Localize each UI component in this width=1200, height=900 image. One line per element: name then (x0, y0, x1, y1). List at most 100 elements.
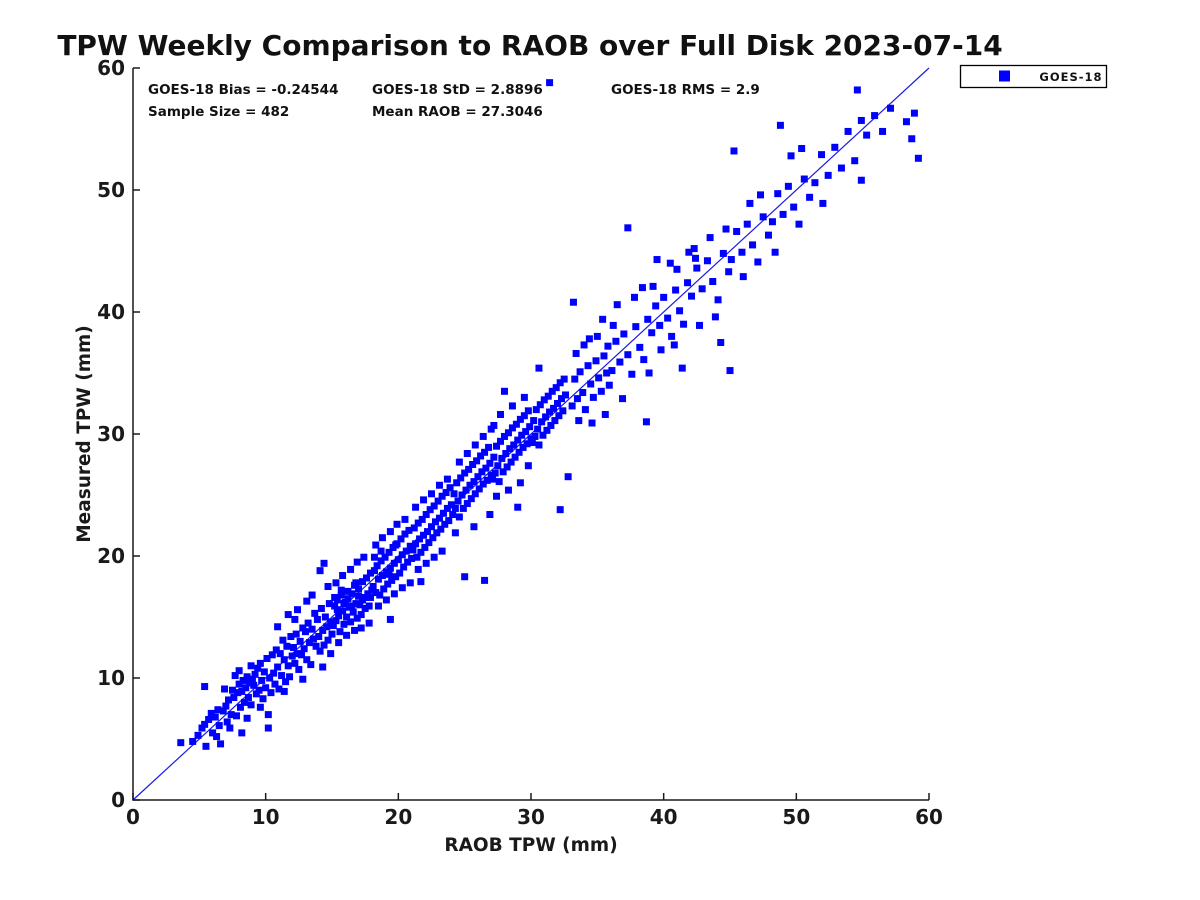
scatter-point (402, 547, 410, 555)
scatter-point (294, 650, 302, 658)
scatter-point (424, 528, 432, 536)
scatter-point (221, 685, 229, 693)
scatter-point (463, 500, 471, 508)
scatter-point (571, 375, 579, 383)
scatter-point (556, 506, 564, 514)
scatter-point (558, 395, 566, 403)
scatter-point (385, 548, 393, 556)
scatter-point (819, 199, 827, 207)
scatter-point (496, 437, 504, 445)
scatter-point (490, 453, 498, 461)
scatter-point (282, 678, 290, 686)
scatter-point (406, 579, 414, 587)
scatter-point (198, 724, 206, 732)
scatter-point (344, 587, 352, 595)
scatter-point (908, 135, 916, 143)
scatter-point (680, 320, 688, 328)
x-tick-label: 10 (252, 805, 280, 829)
scatter-point (297, 651, 305, 659)
scatter-point (235, 667, 243, 675)
scatter-point (524, 462, 532, 470)
scatter-point (386, 528, 394, 536)
scatter-point (516, 479, 524, 487)
scatter-point (910, 109, 918, 117)
scatter-point (638, 284, 646, 292)
scatter-point (481, 576, 489, 584)
scatter-point (319, 626, 327, 634)
scatter-point (283, 642, 291, 650)
scatter-point (352, 579, 360, 587)
scatter-point (630, 293, 638, 301)
scatter-point (628, 370, 636, 378)
scatter-point (595, 374, 603, 382)
scatter-point (795, 220, 803, 228)
scatter-point (274, 623, 282, 631)
scatter-point (304, 619, 312, 627)
scatter-point (430, 502, 438, 510)
scatter-point (332, 617, 340, 625)
scatter-point (352, 600, 360, 608)
scatter-point (470, 478, 478, 486)
scatter-point (248, 675, 256, 683)
scatter-point (592, 357, 600, 365)
scatter-point (308, 591, 316, 599)
scatter-point (378, 572, 386, 580)
scatter-point (437, 525, 445, 533)
scatter-point (405, 526, 413, 534)
scatter-point (451, 504, 459, 512)
scatter-point (914, 154, 922, 162)
scatter-point (504, 429, 512, 437)
scatter-point (495, 478, 503, 486)
scatter-point (392, 541, 400, 549)
scatter-point (372, 541, 380, 549)
scatter-point (280, 656, 288, 664)
scatter-point (323, 623, 331, 631)
scatter-point (479, 432, 487, 440)
scatter-point (504, 486, 512, 494)
scatter-point (787, 152, 795, 160)
scatter-point (319, 663, 327, 671)
scatter-point (588, 419, 596, 427)
scatter-point (374, 602, 382, 610)
scatter-point (226, 724, 234, 732)
scatter-point (624, 224, 632, 232)
scatter-point (422, 559, 430, 567)
y-axis-label: Measured TPW (mm) (74, 325, 95, 542)
scatter-point (449, 511, 457, 519)
scatter-point (759, 213, 767, 221)
plot-area: 0 10 20 30 40 50 60 0 10 20 30 40 50 60 (97, 56, 943, 829)
scatter-point (235, 680, 243, 688)
scatter-point (461, 573, 469, 581)
scatter-point (695, 321, 703, 329)
scatter-point (290, 644, 298, 651)
scatter-point (522, 428, 530, 436)
scatter-point (294, 606, 302, 614)
scatter-point (477, 452, 485, 460)
scatter-point (664, 314, 672, 322)
scatter-point (465, 465, 473, 473)
scatter-point (599, 315, 607, 323)
scatter-point (328, 630, 336, 638)
scatter-point (531, 432, 539, 440)
scatter-point (511, 453, 519, 461)
scatter-point (458, 491, 466, 499)
scatter-point (463, 450, 471, 458)
scatter-point (418, 515, 426, 523)
scatter-point (325, 600, 333, 608)
scatter-point (649, 282, 657, 290)
scatter-point (603, 369, 611, 377)
scatter-point (201, 683, 209, 691)
scatter-point (443, 475, 451, 483)
scatter-point (279, 636, 287, 644)
scatter-point (608, 367, 616, 375)
scatter-point (308, 625, 316, 633)
scatter-point (648, 329, 656, 337)
scatter-point (410, 524, 418, 532)
scatter-point (844, 127, 852, 135)
scatter-point (408, 554, 416, 562)
scatter-point (377, 547, 385, 555)
scatter-point (365, 602, 373, 610)
scatter-point (551, 417, 559, 425)
scatter-point (725, 268, 733, 276)
scatter-point (518, 431, 526, 439)
